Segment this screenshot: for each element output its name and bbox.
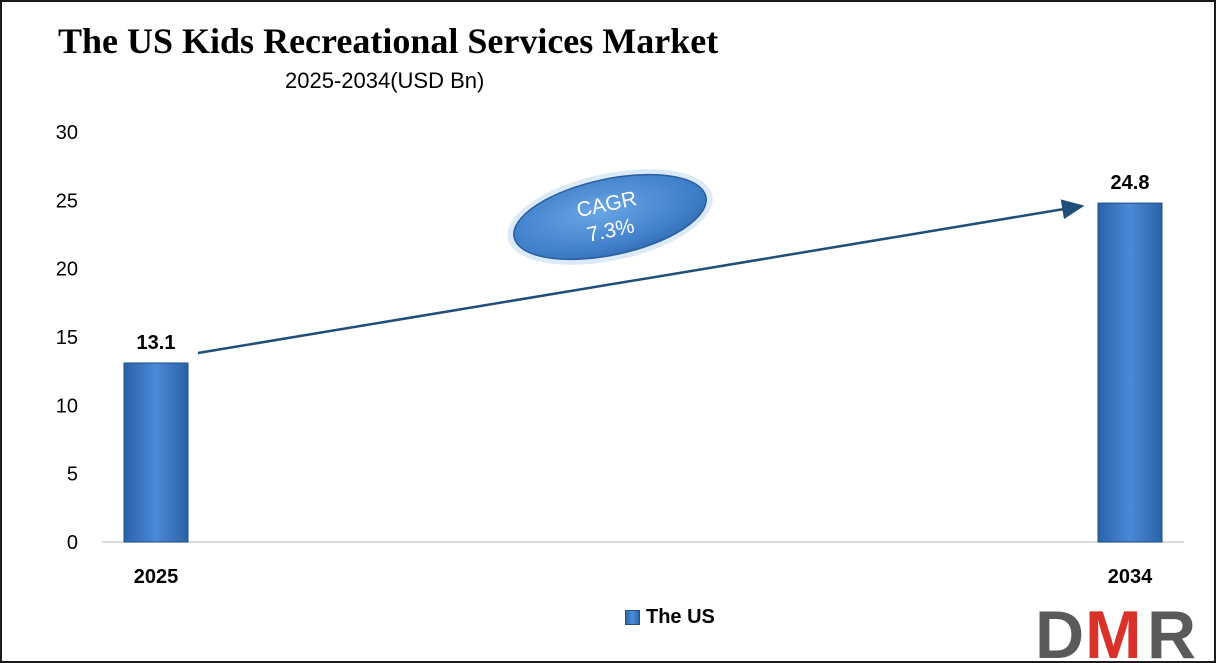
legend: The US [625,606,715,629]
logo-letter-d: D [1035,600,1084,662]
logo-letter-r: R [1147,600,1196,662]
chart-title: The US Kids Recreational Services Market [58,21,719,61]
bar-2034 [1097,202,1163,543]
cagr-arrow [197,199,1085,355]
data-label-2025: 13.1 [137,332,176,354]
y-tick-label: 0 [67,532,78,554]
y-tick-label: 15 [56,327,78,349]
category-label-2034: 2034 [1108,566,1153,588]
y-tick-label: 25 [56,190,78,212]
logo-letter-m: M [1085,600,1142,662]
cagr-badge: CAGR 7.3% [507,169,713,265]
legend-label: The US [646,606,715,628]
bar-2025 [123,362,189,543]
category-label-2025: 2025 [134,566,179,588]
dmr-logo: D M R [1035,600,1196,662]
legend-swatch [625,610,640,625]
y-tick-label: 5 [67,464,78,486]
chart-subtitle: 2025-2034(USD Bn) [285,68,485,93]
y-tick-label: 20 [56,259,78,281]
data-label-2034: 24.8 [1111,172,1150,194]
y-tick-label: 10 [56,395,78,417]
y-tick-label: 30 [56,122,78,144]
